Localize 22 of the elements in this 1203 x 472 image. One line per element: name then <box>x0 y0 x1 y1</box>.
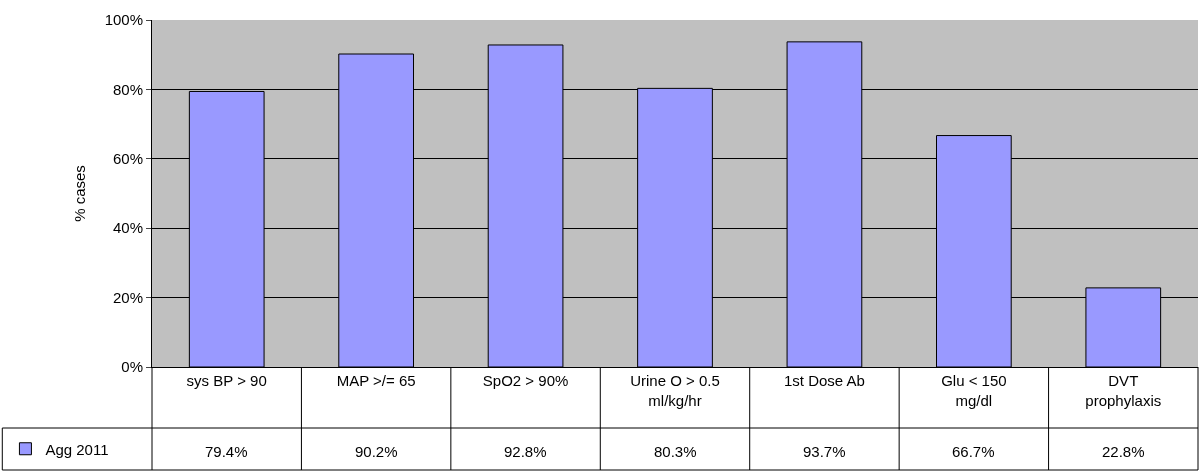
x-tick-label: sys BP > 90 <box>186 372 267 389</box>
data-label: 66.7% <box>952 443 995 460</box>
y-tick-label: 0% <box>121 358 143 376</box>
y-tick-label: 100% <box>104 11 143 29</box>
data-label: 80.3% <box>654 443 697 460</box>
data-label: 79.4% <box>205 443 248 460</box>
data-label: 90.2% <box>355 443 398 460</box>
x-tick-label: Urine O > 0.5 ml/kg/hr <box>630 372 720 409</box>
x-tick-label: 1st Dose Ab <box>783 372 865 389</box>
x-tick-label: MAP >/= 65 <box>336 372 416 389</box>
data-label: 92.8% <box>504 443 547 460</box>
x-tick-label: Glu < 150 mg/dl <box>941 372 1007 409</box>
x-tick-label: DVT prophylaxis <box>1085 372 1162 409</box>
x-tick-label: SpO2 > 90% <box>482 372 569 389</box>
y-axis-title: % cases <box>70 165 88 222</box>
legend-label: Agg 2011 <box>45 440 109 458</box>
data-label: 22.8% <box>1102 443 1145 460</box>
y-tick-label: 60% <box>112 150 143 168</box>
data-label: 93.7% <box>803 443 846 460</box>
y-tick-label: 80% <box>112 80 143 98</box>
y-tick-label: 20% <box>112 288 143 306</box>
y-tick-label: 40% <box>112 219 143 237</box>
